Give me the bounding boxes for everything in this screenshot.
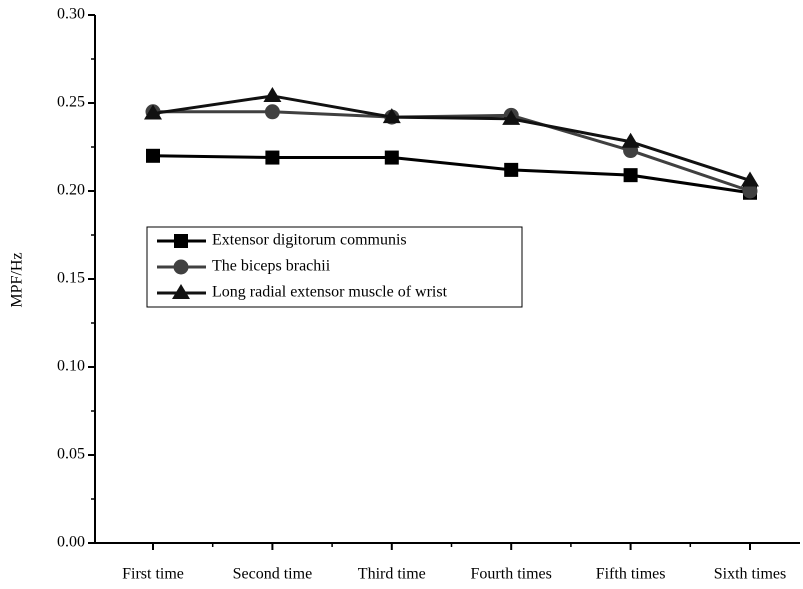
legend-label: The biceps brachii [212, 258, 331, 275]
x-tick-label: Third time [358, 566, 426, 583]
series-line [153, 110, 751, 193]
y-tick-label: 0.20 [57, 182, 85, 199]
marker [384, 150, 399, 165]
marker [382, 108, 401, 124]
x-tick-label: Sixth times [714, 566, 786, 583]
x-tick-label: Fifth times [596, 566, 666, 583]
series-line [152, 94, 751, 182]
marker [504, 162, 519, 177]
y-tick-label: 0.10 [57, 358, 85, 375]
marker [144, 104, 162, 120]
marker [741, 171, 759, 187]
marker [264, 104, 280, 120]
marker [621, 132, 640, 148]
marker [174, 234, 188, 248]
y-tick-label: 0.05 [57, 446, 85, 463]
y-tick-label: 0.30 [57, 6, 85, 23]
series-line [152, 154, 751, 195]
y-tick-label: 0.25 [57, 94, 85, 111]
marker [263, 86, 282, 102]
marker [742, 183, 758, 199]
marker [146, 148, 160, 163]
marker [623, 168, 638, 183]
marker [173, 259, 189, 275]
marker [172, 284, 190, 299]
y-axis-label: MPF/Hz [9, 252, 26, 307]
x-tick-label: Second time [233, 566, 313, 583]
legend-label: Long radial extensor muscle of wrist [212, 284, 448, 301]
y-tick-label: 0.15 [57, 270, 85, 287]
legend-box [146, 226, 523, 308]
y-tick-label: 0.00 [57, 534, 85, 551]
x-tick-label: First time [122, 566, 184, 583]
x-tick-label: Fourth times [471, 566, 552, 583]
marker [502, 109, 521, 125]
marker [265, 150, 280, 165]
legend-label: Extensor digitorum communis [212, 232, 407, 249]
